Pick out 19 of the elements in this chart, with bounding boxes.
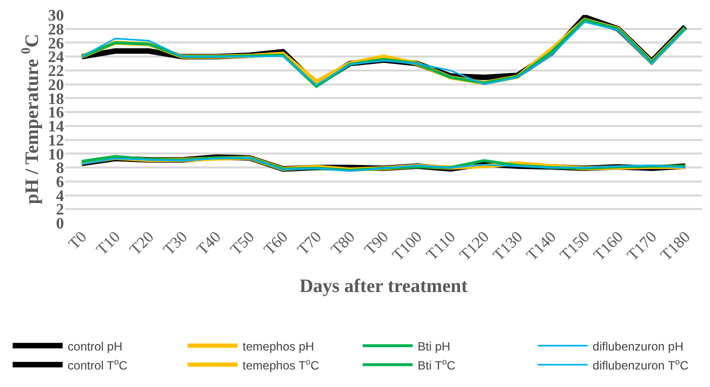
x-tick-label: T90	[362, 228, 392, 259]
x-tick-label: T20	[127, 228, 158, 259]
x-tick-label: T10	[94, 228, 124, 259]
x-tick-label: T70	[294, 228, 325, 259]
x-tick-label: T40	[194, 228, 224, 259]
legend-label: Bti T$^{o}$C	[418, 356, 456, 372]
legend-label: temephos T$^{o}$C	[242, 356, 320, 372]
legend-label: control T$^{o}$C	[68, 356, 128, 372]
x-tick-label: T80	[328, 228, 358, 259]
legend-label: diflubenzuron T$^{o}$C	[592, 356, 689, 372]
legend-label: control pH	[68, 339, 122, 354]
x-axis-title: Days after treatment	[299, 276, 468, 298]
legend-label: temephos pH	[242, 339, 314, 354]
x-tick-label: T0	[66, 228, 90, 254]
x-tick-label: T60	[261, 228, 292, 259]
legend-label: diflubenzuron pH	[592, 339, 684, 354]
legend-label: Bti pH	[418, 339, 450, 354]
x-tick-label: T50	[228, 228, 258, 259]
x-tick-label: T30	[160, 228, 191, 259]
